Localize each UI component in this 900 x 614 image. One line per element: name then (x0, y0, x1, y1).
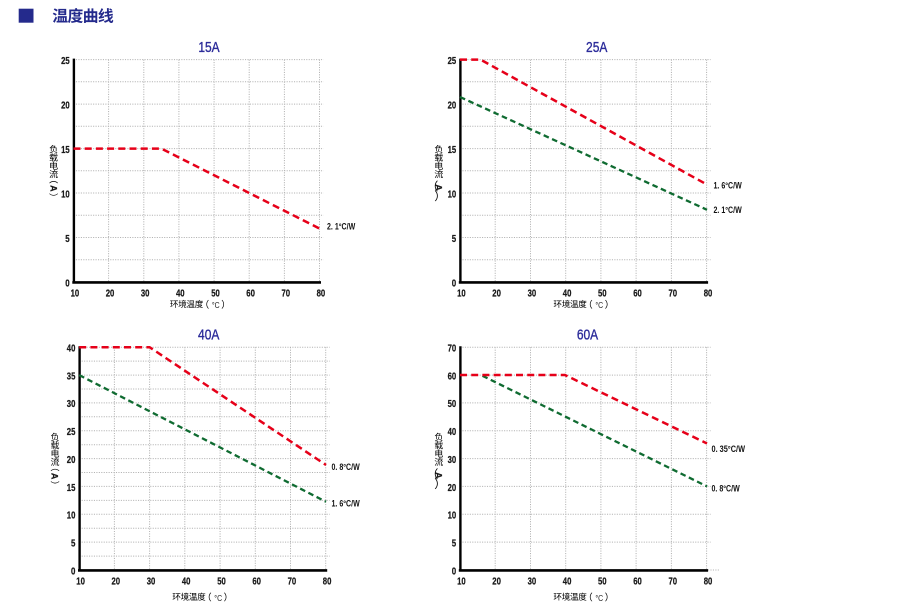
svg-text:°C: °C (212, 300, 220, 310)
svg-text:0. 8°C/W: 0. 8°C/W (712, 484, 741, 494)
svg-text:40: 40 (182, 576, 191, 587)
svg-text:20: 20 (492, 288, 501, 299)
svg-text:70: 70 (669, 288, 678, 299)
svg-text:0. 35°C/W: 0. 35°C/W (712, 444, 746, 454)
svg-text:15: 15 (448, 145, 457, 156)
svg-text:70: 70 (448, 344, 457, 355)
svg-text:0: 0 (65, 278, 70, 289)
svg-text:2. 1°C/W: 2. 1°C/W (714, 205, 743, 215)
svg-text:40: 40 (176, 288, 185, 299)
svg-text:5: 5 (452, 234, 457, 245)
svg-text:80: 80 (704, 288, 713, 299)
svg-text:80: 80 (323, 576, 332, 587)
svg-text:5: 5 (65, 234, 70, 245)
svg-text:60: 60 (252, 576, 261, 587)
svg-text:°C: °C (595, 300, 603, 310)
svg-text:40: 40 (67, 344, 76, 355)
svg-text:80: 80 (317, 288, 326, 299)
svg-text:40: 40 (563, 288, 572, 299)
svg-text:5: 5 (452, 538, 457, 549)
svg-text:70: 70 (669, 576, 678, 587)
svg-text:A: A (434, 472, 444, 479)
svg-text:15: 15 (61, 145, 70, 156)
svg-text:60: 60 (633, 576, 642, 587)
svg-text:10: 10 (61, 189, 70, 200)
svg-text:20: 20 (61, 100, 70, 111)
svg-text:35: 35 (67, 371, 76, 382)
svg-text:30: 30 (448, 455, 457, 466)
svg-text:°C: °C (595, 593, 603, 603)
svg-text:0. 8°C/W: 0. 8°C/W (332, 462, 361, 472)
svg-text:25: 25 (448, 56, 457, 67)
svg-text:A: A (434, 184, 444, 191)
svg-text:60: 60 (448, 371, 457, 382)
svg-text:40: 40 (448, 427, 457, 438)
svg-text:20: 20 (448, 100, 457, 111)
svg-text:70: 70 (288, 576, 297, 587)
svg-text:1. 6°C/W: 1. 6°C/W (332, 498, 361, 508)
svg-text:40: 40 (563, 576, 572, 587)
svg-text:50: 50 (598, 288, 607, 299)
svg-text:30: 30 (528, 576, 537, 587)
svg-text:0: 0 (71, 566, 76, 577)
svg-text:50: 50 (598, 576, 607, 587)
svg-text:60: 60 (246, 288, 255, 299)
svg-text:70: 70 (282, 288, 291, 299)
svg-text:50: 50 (211, 288, 220, 299)
svg-text:20: 20 (106, 288, 115, 299)
svg-text:10: 10 (457, 576, 466, 587)
svg-text:2. 1°C/W: 2. 1°C/W (327, 222, 356, 232)
svg-text:25: 25 (67, 427, 76, 438)
svg-text:30: 30 (528, 288, 537, 299)
svg-text:10: 10 (448, 189, 457, 200)
svg-text:10: 10 (457, 288, 466, 299)
svg-text:30: 30 (67, 399, 76, 410)
svg-text:A: A (50, 473, 60, 480)
svg-text:1. 6°C/W: 1. 6°C/W (714, 180, 743, 190)
svg-text:10: 10 (448, 511, 457, 522)
svg-text:°C: °C (214, 593, 222, 603)
svg-text:5: 5 (71, 538, 76, 549)
svg-text:50: 50 (217, 576, 226, 587)
svg-text:0: 0 (452, 566, 457, 577)
svg-text:10: 10 (71, 288, 80, 299)
svg-text:40A: 40A (198, 328, 219, 344)
svg-text:50: 50 (448, 399, 457, 410)
svg-text:10: 10 (76, 576, 85, 587)
svg-text:80: 80 (704, 576, 713, 587)
svg-text:15: 15 (67, 483, 76, 494)
svg-text:0: 0 (452, 278, 457, 289)
svg-text:15A: 15A (198, 40, 219, 56)
svg-text:20: 20 (67, 455, 76, 466)
svg-text:30: 30 (141, 288, 150, 299)
svg-text:25: 25 (61, 56, 70, 67)
svg-text:20: 20 (112, 576, 121, 587)
svg-text:30: 30 (147, 576, 156, 587)
svg-text:25A: 25A (586, 40, 607, 56)
svg-text:60: 60 (633, 288, 642, 299)
svg-text:60A: 60A (577, 328, 598, 344)
svg-text:20: 20 (492, 576, 501, 587)
svg-text:A: A (48, 185, 58, 192)
svg-text:20: 20 (448, 483, 457, 494)
svg-text:10: 10 (67, 511, 76, 522)
